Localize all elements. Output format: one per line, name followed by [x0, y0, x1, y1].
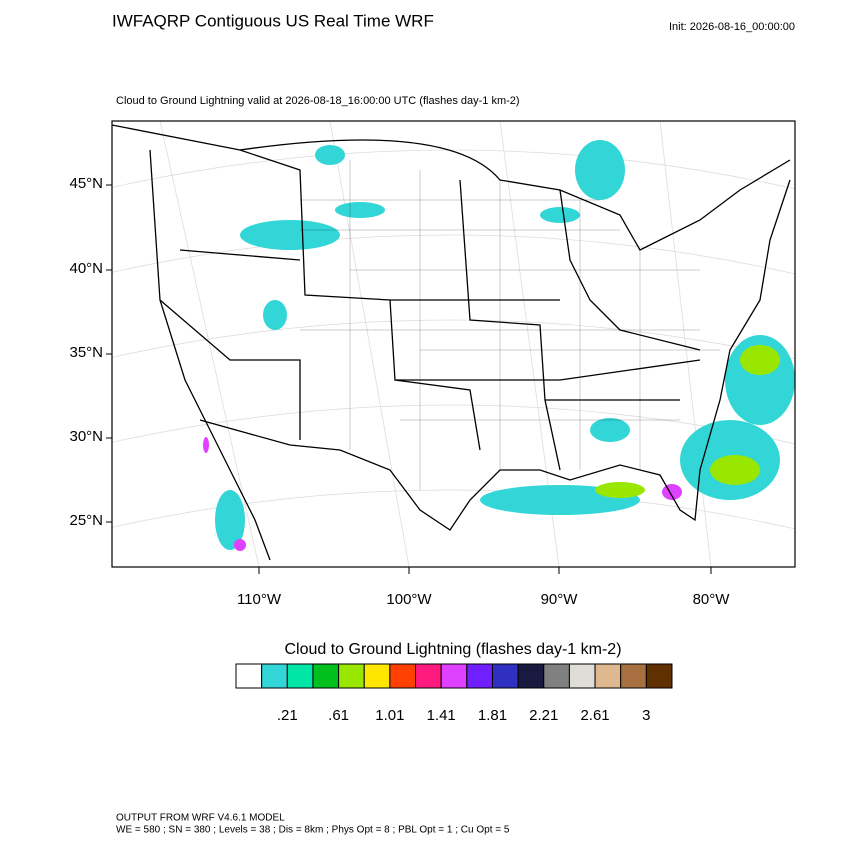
colorbar-box	[261, 663, 288, 689]
lon-label: 90°W	[541, 591, 579, 608]
colorbar-box	[491, 663, 519, 689]
lightning-areas-high	[595, 345, 780, 498]
lon-label: 80°W	[693, 591, 731, 608]
colorbar-title: Cloud to Ground Lightning (flashes day-1…	[284, 641, 621, 658]
colorbar-label: 1.81	[478, 707, 507, 724]
footer-line: WE = 580 ; SN = 380 ; Levels = 38 ; Dis …	[116, 825, 510, 836]
colorbar-label: .21	[277, 707, 298, 724]
colorbar-box	[415, 663, 442, 689]
boundaries	[112, 124, 791, 561]
title: IWFAQRP Contiguous US Real Time WRF	[112, 11, 434, 30]
lat-label: 40°N	[69, 260, 103, 277]
colorbar-label: 2.61	[580, 707, 609, 724]
colorbar-box	[235, 663, 263, 689]
map-frame	[111, 120, 796, 568]
colorbar-box	[389, 663, 417, 689]
lon-label: 100°W	[386, 591, 432, 608]
colorbar-box	[312, 663, 340, 689]
footer-line: OUTPUT FROM WRF V4.6.1 MODEL	[116, 813, 285, 824]
lat-label: 35°N	[69, 344, 103, 361]
colorbar-box	[466, 663, 493, 689]
colorbar-box	[338, 663, 365, 689]
colorbar-box	[440, 663, 468, 689]
colorbar-label: 1.41	[427, 707, 456, 724]
colorbar-box	[517, 663, 545, 689]
colorbar-box	[568, 663, 596, 689]
colorbar-box	[645, 663, 673, 689]
colorbar-box	[620, 663, 647, 689]
colorbar-box	[594, 663, 622, 689]
init-time: Init: 2026-08-16_00:00:00	[669, 21, 795, 33]
graticule	[112, 121, 795, 567]
lat-label: 45°N	[69, 175, 103, 192]
colorbar-label: 3	[642, 707, 650, 724]
colorbar-label: 1.01	[375, 707, 404, 724]
lon-label: 110°W	[237, 591, 282, 608]
lat-label: 30°N	[69, 428, 103, 445]
colorbar-label: 2.21	[529, 707, 558, 724]
colorbar-box	[286, 663, 314, 689]
map-subtitle: Cloud to Ground Lightning valid at 2026-…	[116, 95, 520, 107]
colorbar: .21 .61 1.01 1.41 1.81 2.21 2.61 3	[235, 663, 673, 724]
map: 45°N 40°N 35°N 30°N 25°N 110°W 100°W 90°W 80°W	[69, 120, 796, 608]
lat-label: 25°N	[69, 512, 103, 529]
colorbar-box	[543, 663, 570, 689]
counties	[300, 160, 720, 490]
colorbar-label: .61	[328, 707, 349, 724]
colorbar-box	[363, 663, 391, 689]
